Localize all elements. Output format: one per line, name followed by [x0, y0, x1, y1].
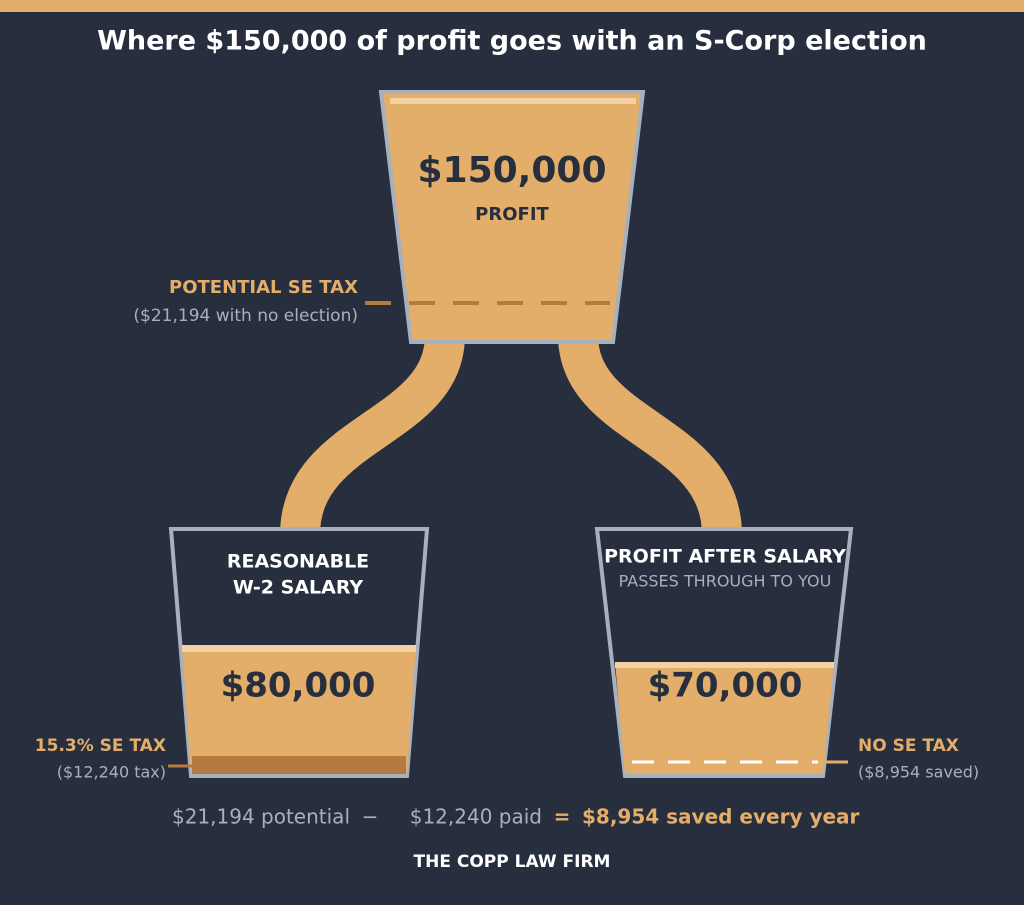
eq-equals: = — [554, 805, 571, 829]
left-label-2: W-2 SALARY — [233, 577, 364, 599]
top-note-label: POTENTIAL SE TAX — [169, 277, 358, 298]
eq-paid: $12,240 paid — [410, 805, 542, 829]
footer: THE COPP LAW FIRM — [414, 852, 611, 872]
title: Where $150,000 of profit goes with an S-… — [97, 26, 927, 57]
eq-potential: $21,194 potential — [172, 805, 350, 829]
right-note-label: NO SE TAX — [858, 736, 959, 756]
eq-result: $8,954 saved every year — [582, 805, 860, 829]
left-liquid — [182, 645, 416, 774]
left-amount: $80,000 — [221, 666, 376, 706]
flow-left — [280, 333, 465, 537]
top-amount: $150,000 — [417, 150, 606, 191]
left-label-1: REASONABLE — [227, 551, 369, 573]
top-note-detail: ($21,194 with no election) — [133, 306, 358, 326]
right-liquid — [615, 662, 834, 774]
top-cup — [378, 90, 646, 344]
right-note-detail: ($8,954 saved) — [858, 763, 979, 782]
top-bar — [0, 0, 1024, 12]
left-rim — [182, 645, 416, 652]
left-note-detail: ($12,240 tax) — [57, 763, 166, 782]
right-amount: $70,000 — [648, 666, 803, 706]
right-rim — [615, 662, 834, 668]
flow-right — [558, 333, 742, 537]
top-label: PROFIT — [475, 204, 549, 225]
left-note-label: 15.3% SE TAX — [35, 736, 166, 756]
left-tax-band — [192, 756, 406, 774]
eq-minus: − — [362, 805, 379, 829]
top-cup-rim — [390, 98, 636, 104]
right-sublabel: PASSES THROUGH TO YOU — [619, 572, 832, 591]
right-label: PROFIT AFTER SALARY — [604, 546, 846, 568]
